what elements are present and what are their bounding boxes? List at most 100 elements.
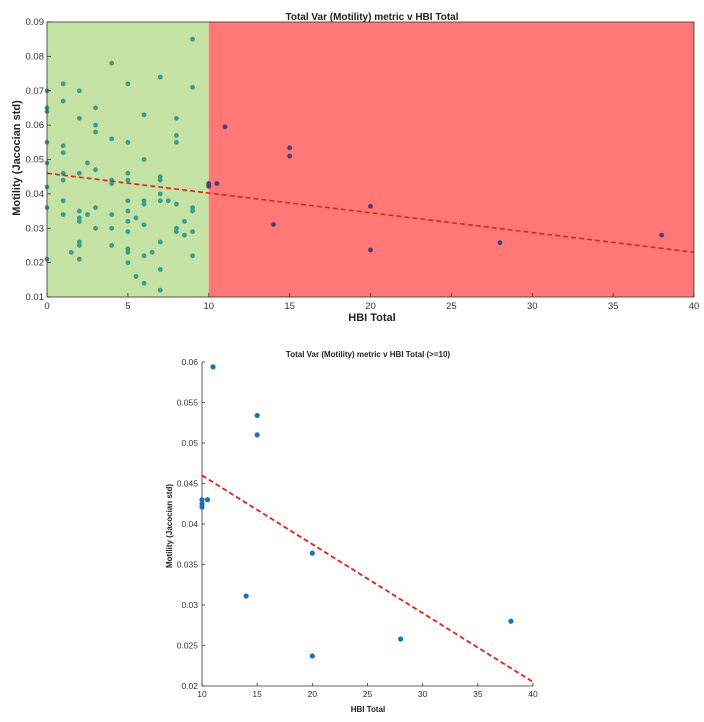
data-point xyxy=(133,273,139,279)
data-point xyxy=(68,249,74,255)
y-tick-label: 0.08 xyxy=(26,51,45,62)
y-tick-label: 0.045 xyxy=(177,479,199,489)
data-point xyxy=(109,60,115,66)
data-point xyxy=(243,593,249,599)
y-tick-label: 0.02 xyxy=(181,681,198,691)
x-tick-label: 15 xyxy=(284,301,295,312)
data-point xyxy=(190,253,195,259)
data-point xyxy=(76,208,82,214)
x-tick-label: 25 xyxy=(363,689,373,699)
data-point xyxy=(60,198,66,204)
data-point xyxy=(508,618,514,624)
data-point xyxy=(85,212,90,217)
data-point xyxy=(60,150,66,156)
data-point xyxy=(125,177,131,183)
data-point xyxy=(174,139,179,145)
x-tick-label: 15 xyxy=(252,689,262,699)
data-point xyxy=(157,177,163,183)
data-point xyxy=(125,208,131,214)
data-point xyxy=(125,260,131,266)
x-tick-label: 35 xyxy=(608,301,619,312)
chart-top-scatter: 0 5 10 15 20 25 30 35 40 0.01 0.02 0.03 0.04 0.05 0.06… xyxy=(11,12,699,324)
data-point xyxy=(157,239,163,245)
trendline xyxy=(46,172,695,254)
data-point xyxy=(157,287,163,293)
data-point xyxy=(125,170,131,176)
data-point xyxy=(157,191,163,197)
data-point xyxy=(125,229,131,235)
x-tick-label: 30 xyxy=(527,301,538,312)
y-tick-label: 0.06 xyxy=(26,120,45,131)
data-point xyxy=(76,170,82,176)
chart-top-xlabel: HBI Total xyxy=(348,312,395,324)
data-point xyxy=(309,653,315,659)
y-tick-label: 0.07 xyxy=(26,86,45,97)
y-tick-label: 0.06 xyxy=(181,357,198,367)
y-tick-label: 0.055 xyxy=(177,398,199,408)
data-point xyxy=(93,205,98,211)
data-point xyxy=(109,136,115,142)
data-point xyxy=(109,212,115,217)
data-point xyxy=(76,215,82,221)
trendline xyxy=(201,474,534,683)
chart-top-ylabel: Motility (Jacocian std) xyxy=(11,100,23,216)
data-point xyxy=(190,229,195,235)
chart-bottom-title: Total Var (Motility) metric v HBI Total … xyxy=(286,350,451,359)
data-point xyxy=(659,232,665,238)
data-point xyxy=(157,267,163,272)
data-point xyxy=(206,183,212,189)
x-tick-label: 0 xyxy=(44,301,49,312)
x-tick-label: 25 xyxy=(446,301,457,312)
data-point xyxy=(141,157,147,162)
data-point xyxy=(85,160,90,166)
data-point xyxy=(125,218,131,224)
data-point xyxy=(93,105,98,111)
data-point xyxy=(60,81,66,87)
data-point xyxy=(190,84,195,90)
data-point xyxy=(210,364,216,370)
data-point xyxy=(271,222,276,227)
data-point xyxy=(141,201,147,207)
data-point xyxy=(149,249,155,255)
data-point xyxy=(60,177,66,183)
data-point xyxy=(190,205,195,211)
x-tick-label: 35 xyxy=(473,689,483,699)
data-point xyxy=(60,98,66,104)
data-point xyxy=(368,247,373,253)
y-tick-label: 0.025 xyxy=(177,641,199,651)
data-point xyxy=(190,36,195,42)
chart-top-title: Total Var (Motility) metric v HBI Total xyxy=(286,12,459,23)
region-0 xyxy=(47,22,209,297)
data-point xyxy=(109,181,115,186)
y-tick-label: 0.04 xyxy=(26,189,45,200)
x-tick-label: 10 xyxy=(197,689,207,699)
data-point xyxy=(157,174,163,180)
data-point xyxy=(125,249,131,255)
data-point xyxy=(309,550,315,556)
data-point xyxy=(214,181,220,186)
data-point xyxy=(165,198,171,204)
data-point xyxy=(199,497,205,503)
y-tick-label: 0.09 xyxy=(26,17,45,28)
x-tick-label: 30 xyxy=(418,689,428,699)
chart-bottom-scatter: 10 15 20 25 30 35 40 0.02 0.025 0.03 0.035 0.04 0.04… xyxy=(165,350,538,714)
y-tick-label: 0.05 xyxy=(26,155,45,166)
y-tick-label: 0.02 xyxy=(26,258,45,269)
data-point xyxy=(60,143,66,149)
data-point xyxy=(125,198,131,204)
data-point xyxy=(141,280,147,286)
x-tick-label: 5 xyxy=(125,301,130,312)
data-point xyxy=(222,124,228,130)
data-point xyxy=(76,88,82,94)
data-point xyxy=(141,253,147,259)
data-point xyxy=(157,74,163,80)
data-point xyxy=(497,240,503,246)
data-point xyxy=(93,167,98,173)
data-point xyxy=(141,112,147,118)
chart-bottom-xlabel: HBI Total xyxy=(351,705,386,714)
chart-bottom-ylabel: Motility (Jacocian std) xyxy=(165,484,174,568)
data-point xyxy=(109,225,115,231)
data-point xyxy=(125,246,131,252)
data-point xyxy=(157,198,163,204)
data-point xyxy=(174,229,179,235)
